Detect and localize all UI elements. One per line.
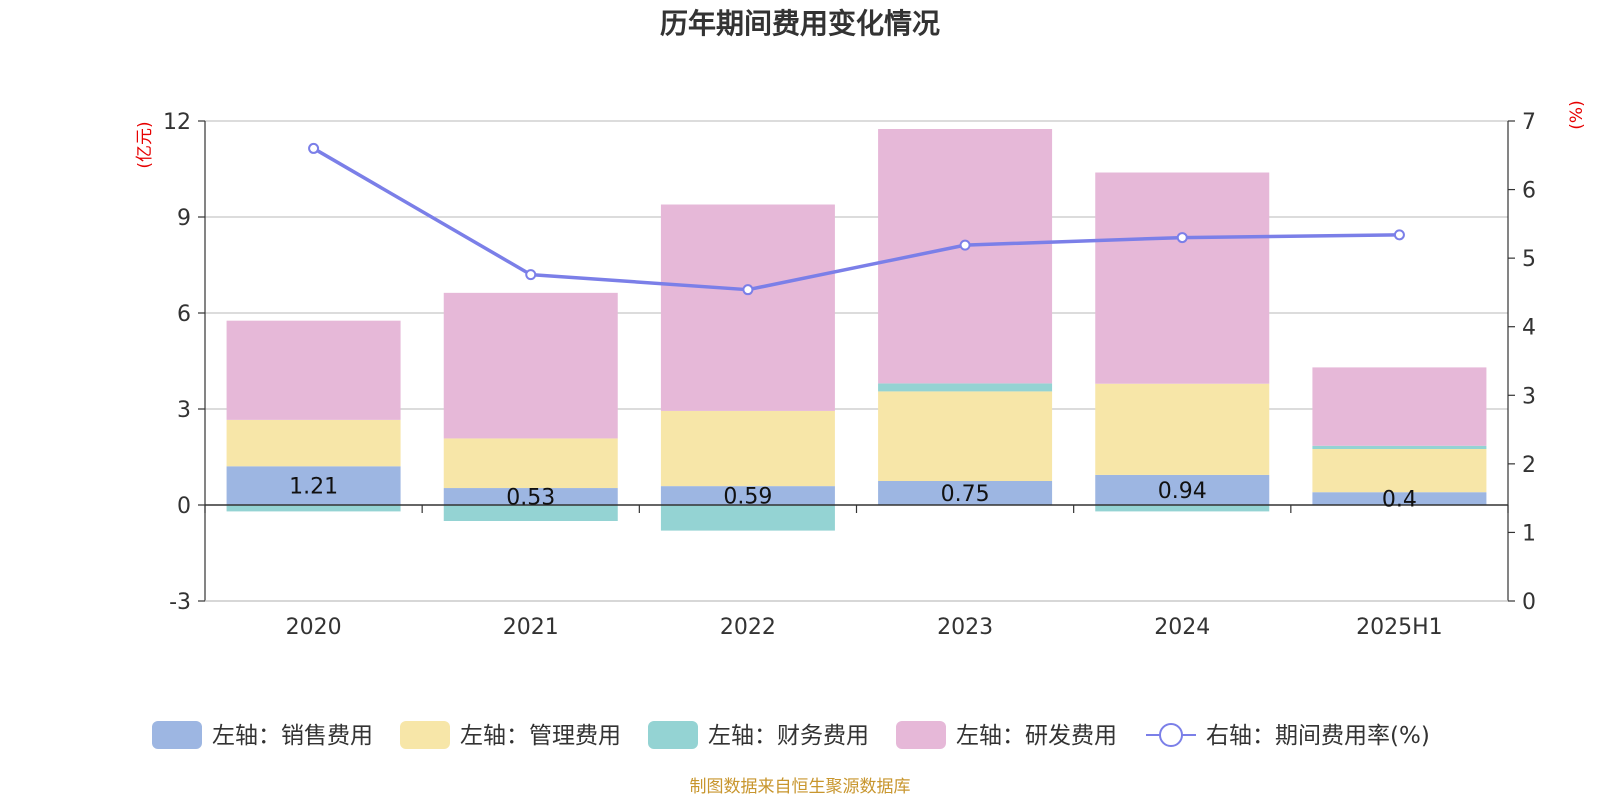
- source-note: 制图数据来自恒生聚源数据库: [690, 777, 911, 797]
- bar-admin-2023: [878, 391, 1053, 481]
- bar-sales-2021: [443, 488, 618, 505]
- right-axis-tick-label: 3: [1522, 384, 1536, 409]
- x-axis-tick-label: 2023: [937, 615, 993, 640]
- right-axis-tick-label: 6: [1522, 179, 1536, 204]
- left-axis-unit: (亿元): [135, 121, 155, 168]
- bar-finance-2025H1: [1312, 445, 1487, 449]
- right-axis-tick-label: 4: [1522, 316, 1536, 341]
- right-axis-tick-label: 7: [1522, 110, 1536, 135]
- left-axis-tick-label: 3: [177, 398, 191, 423]
- bar-admin-2020: [226, 419, 401, 467]
- rate-point-2021: [525, 269, 537, 281]
- rate-point-2025H1: [1393, 229, 1405, 241]
- bar-admin-2025H1: [1312, 449, 1487, 493]
- legend-item: 左轴：销售费用: [152, 721, 373, 749]
- bar-rd-2024: [1095, 172, 1270, 384]
- right-axis-tick-label: 1: [1522, 521, 1536, 546]
- bar-sales-2023: [878, 481, 1053, 505]
- bar-finance-2021: [443, 505, 618, 521]
- bar-rd-2025H1: [1312, 367, 1487, 446]
- right-axis-tick-label: 2: [1522, 453, 1536, 478]
- bar-finance-2024: [1095, 505, 1270, 512]
- x-axis-tick-label: 2025H1: [1356, 615, 1443, 640]
- right-axis-tick-label: 5: [1522, 247, 1536, 272]
- legend-item: 左轴：研发费用: [896, 721, 1117, 749]
- data-label-2025H1: 0.4: [1382, 488, 1417, 513]
- rate-point-2022: [742, 284, 754, 296]
- legend-circle-marker: [1159, 723, 1183, 747]
- x-axis-tick-label: 2021: [503, 615, 559, 640]
- data-label-2024: 0.94: [1158, 479, 1207, 504]
- left-axis-tick-label: 12: [163, 110, 191, 135]
- line-series: [308, 142, 1405, 296]
- left-axis-tick-label: 0: [177, 494, 191, 519]
- left-axis-tick-label: 9: [177, 206, 191, 231]
- legend-label: 左轴：管理费用: [460, 723, 621, 749]
- left-axis-tick-label: 6: [177, 302, 191, 327]
- legend-item: 左轴：财务费用: [648, 721, 869, 749]
- bar-rd-2020: [226, 320, 401, 420]
- right-axis-unit: (%): [1567, 100, 1587, 129]
- data-label-2022: 0.59: [723, 485, 772, 510]
- bar-series: [226, 129, 1487, 531]
- legend-swatch: [648, 721, 698, 749]
- bar-finance-2020: [226, 505, 401, 512]
- bar-sales-2020: [226, 466, 401, 505]
- bar-admin-2022: [660, 410, 835, 487]
- data-label-2020: 1.21: [289, 475, 338, 500]
- legend-item: 左轴：管理费用: [400, 721, 621, 749]
- legend: 左轴：销售费用 左轴：管理费用 左轴：财务费用 左轴：研发费用 右轴：期间费用率(%): [152, 721, 1430, 749]
- rate-point-2020: [308, 142, 320, 154]
- x-axis-tick-label: 2022: [720, 615, 776, 640]
- left-axis-tick-label: -3: [169, 590, 191, 615]
- bar-finance-2023: [878, 383, 1053, 392]
- chart-title: 历年期间费用变化情况: [660, 7, 940, 40]
- bar-admin-2024: [1095, 383, 1270, 475]
- bar-sales-2024: [1095, 474, 1270, 505]
- bar-rd-2021: [443, 292, 618, 439]
- legend-item: 右轴：期间费用率(%): [1146, 723, 1430, 749]
- legend-swatch: [152, 721, 202, 749]
- bar-sales-2022: [660, 486, 835, 505]
- rate-line: [312, 146, 1400, 292]
- legend-label: 右轴：期间费用率(%): [1206, 723, 1430, 749]
- bar-rd-2022: [660, 204, 835, 411]
- bar-finance-2022: [660, 505, 835, 531]
- bar-data-labels: 1.21 0.53 0.59 0.75 0.94 0.4: [289, 475, 1417, 513]
- legend-label: 左轴：财务费用: [708, 723, 869, 749]
- x-axis-tick-label: 2024: [1154, 615, 1210, 640]
- rate-point-2023: [959, 239, 971, 251]
- legend-label: 左轴：研发费用: [956, 723, 1117, 749]
- legend-swatch: [896, 721, 946, 749]
- rate-point-2024: [1176, 232, 1188, 244]
- right-axis-tick-label: 0: [1522, 590, 1536, 615]
- data-label-2023: 0.75: [941, 482, 990, 507]
- data-label-2021: 0.53: [506, 486, 555, 511]
- x-axis-tick-label: 2020: [286, 615, 342, 640]
- bar-sales-2025H1: [1312, 492, 1487, 505]
- legend-label: 左轴：销售费用: [212, 723, 373, 749]
- bar-admin-2021: [443, 438, 618, 489]
- legend-swatch: [400, 721, 450, 749]
